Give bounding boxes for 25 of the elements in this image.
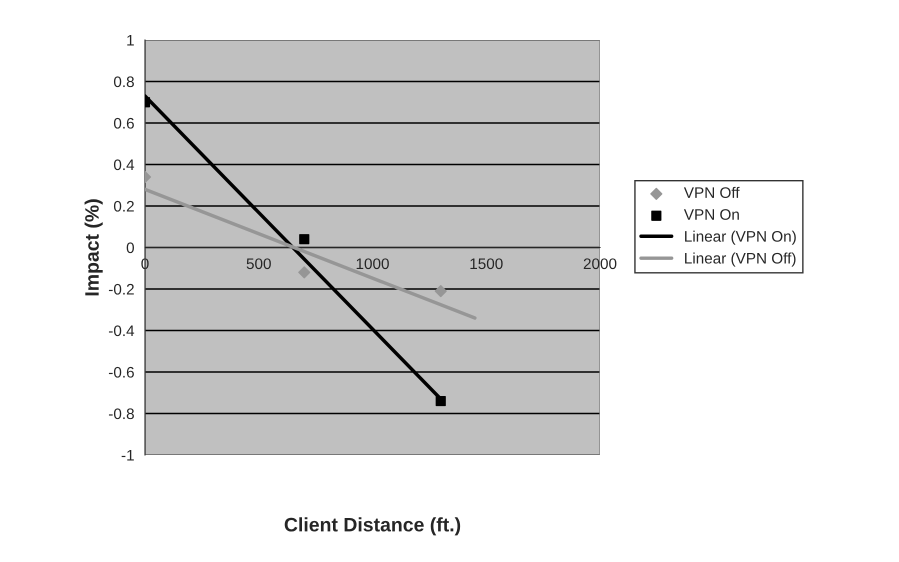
y-tick-label: -0.8 [108, 408, 134, 420]
legend-label: VPN On [684, 209, 739, 220]
point [299, 234, 310, 244]
x-tick-label: 500 [246, 258, 271, 270]
point [436, 396, 446, 406]
legend-label: Linear (VPN On) [685, 230, 796, 245]
y-axis-title: Impact (%) [84, 199, 103, 296]
y-tick-label: -0.6 [108, 366, 134, 378]
x-tick-label: 1000 [356, 258, 389, 270]
y-tick-label: 0 [126, 242, 134, 254]
y-tick-label: 0.8 [114, 76, 134, 88]
y-tick-label: 0.4 [114, 159, 134, 170]
y-tick-label: -0.2 [108, 284, 134, 295]
x-tick-label: 1500 [470, 258, 503, 270]
x-axis-title: Client Distance (ft.) [284, 517, 460, 536]
point [434, 285, 447, 298]
legend-label: VPN Off [684, 186, 740, 198]
legend-label: Linear (VPN Off) [685, 252, 796, 267]
y-tick-label: 0.2 [114, 200, 134, 212]
y-tick-label: -0.4 [108, 325, 134, 336]
y-tick-label: -1 [122, 450, 134, 461]
point [298, 266, 310, 278]
x-tick-label: 2000 [584, 258, 616, 270]
y-tick-label: 0.6 [114, 118, 134, 129]
y-tick-label: 1 [127, 35, 134, 46]
